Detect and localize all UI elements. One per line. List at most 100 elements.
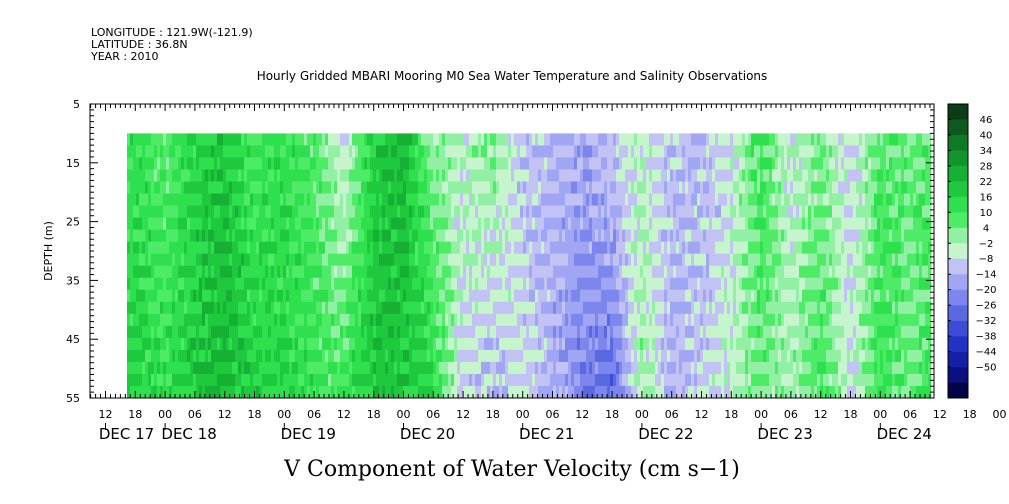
heatmap-cell	[226, 277, 230, 291]
heatmap-cell	[460, 385, 464, 399]
heatmap-cell	[622, 385, 626, 399]
heatmap-cell	[373, 217, 377, 230]
heatmap-cell	[313, 385, 317, 399]
heatmap-cell	[619, 361, 623, 375]
heatmap-cell	[136, 241, 140, 254]
heatmap-cell	[529, 277, 533, 291]
heatmap-cell	[361, 241, 365, 254]
heatmap-cell	[349, 193, 353, 206]
heatmap-cell	[172, 157, 176, 170]
heatmap-cell	[721, 181, 725, 194]
heatmap-cell	[760, 349, 764, 363]
heatmap-cell	[508, 193, 512, 206]
heatmap-cell	[493, 313, 497, 327]
heatmap-cell	[166, 265, 170, 279]
heatmap-cell	[196, 169, 200, 182]
heatmap-cell	[349, 205, 353, 218]
heatmap-cell	[763, 133, 767, 146]
heatmap-cell	[232, 325, 236, 339]
heatmap-cell	[487, 325, 491, 339]
heatmap-cell	[664, 205, 668, 218]
heatmap-cell	[628, 277, 632, 291]
heatmap-cell	[478, 217, 482, 230]
heatmap-cell	[571, 205, 575, 218]
heatmap-cell	[583, 325, 587, 339]
heatmap-cell	[178, 349, 182, 363]
heatmap-cell	[508, 229, 512, 242]
heatmap-cell	[166, 229, 170, 242]
heatmap-cell	[799, 289, 803, 303]
heatmap-cell	[637, 157, 641, 170]
heatmap-cell	[538, 289, 542, 303]
heatmap-cell	[478, 193, 482, 206]
heatmap-cell	[352, 229, 356, 242]
heatmap-cell	[787, 265, 791, 279]
heatmap-cell	[760, 325, 764, 339]
heatmap-cell	[394, 241, 398, 254]
heatmap-cell	[469, 313, 473, 327]
heatmap-cell	[619, 217, 623, 230]
heatmap-cell	[688, 157, 692, 170]
heatmap-cell	[205, 373, 209, 387]
heatmap-cell	[730, 349, 734, 363]
heatmap-cell	[682, 277, 686, 291]
heatmap-cell	[271, 229, 275, 242]
heatmap-cell	[364, 169, 368, 182]
heatmap-cell	[178, 361, 182, 375]
heatmap-cell	[508, 157, 512, 170]
heatmap-cell	[295, 301, 299, 315]
heatmap-cell	[511, 205, 515, 218]
heatmap-cell	[430, 181, 434, 194]
heatmap-cell	[490, 157, 494, 170]
heatmap-cell	[169, 301, 173, 315]
heatmap-cell	[571, 361, 575, 375]
heatmap-cell	[580, 145, 584, 158]
heatmap-cell	[232, 373, 236, 387]
heatmap-cell	[577, 325, 581, 339]
heatmap-cell	[730, 313, 734, 327]
heatmap-cell	[376, 337, 380, 351]
heatmap-cell	[436, 325, 440, 339]
heatmap-cell	[286, 301, 290, 315]
heatmap-cell	[586, 277, 590, 291]
heatmap-cell	[277, 253, 281, 266]
heatmap-cell	[604, 133, 608, 146]
heatmap-cell	[277, 181, 281, 194]
heatmap-cell	[733, 133, 737, 146]
heatmap-cell	[544, 337, 548, 351]
heatmap-cell	[718, 385, 722, 399]
heatmap-cell	[292, 145, 296, 158]
heatmap-cell	[595, 217, 599, 230]
heatmap-cell	[193, 145, 197, 158]
heatmap-cell	[397, 361, 401, 375]
heatmap-cell	[334, 205, 338, 218]
heatmap-cell	[301, 193, 305, 206]
heatmap-cell	[532, 385, 536, 399]
heatmap-cell	[553, 217, 557, 230]
heatmap-cell	[457, 241, 461, 254]
heatmap-cell	[685, 265, 689, 279]
heatmap-cell	[433, 181, 437, 194]
heatmap-cell	[373, 241, 377, 254]
heatmap-cell	[316, 385, 320, 399]
heatmap-cell	[253, 289, 257, 303]
heatmap-cell	[589, 241, 593, 254]
heatmap-cell	[478, 277, 482, 291]
heatmap-cell	[751, 373, 755, 387]
heatmap-cell	[544, 217, 548, 230]
heatmap-cell	[772, 385, 776, 399]
heatmap-cell	[199, 289, 203, 303]
heatmap-cell	[637, 145, 641, 158]
heatmap-cell	[367, 373, 371, 387]
heatmap-cell	[772, 265, 776, 279]
heatmap-cell	[208, 277, 212, 291]
heatmap-cell	[304, 385, 308, 399]
heatmap-cell	[391, 337, 395, 351]
heatmap-cell	[352, 301, 356, 315]
heatmap-cell	[724, 265, 728, 279]
heatmap-cell	[598, 277, 602, 291]
heatmap-cell	[511, 253, 515, 266]
heatmap-cell	[355, 169, 359, 182]
heatmap-cell	[394, 361, 398, 375]
heatmap-cell	[697, 133, 701, 146]
